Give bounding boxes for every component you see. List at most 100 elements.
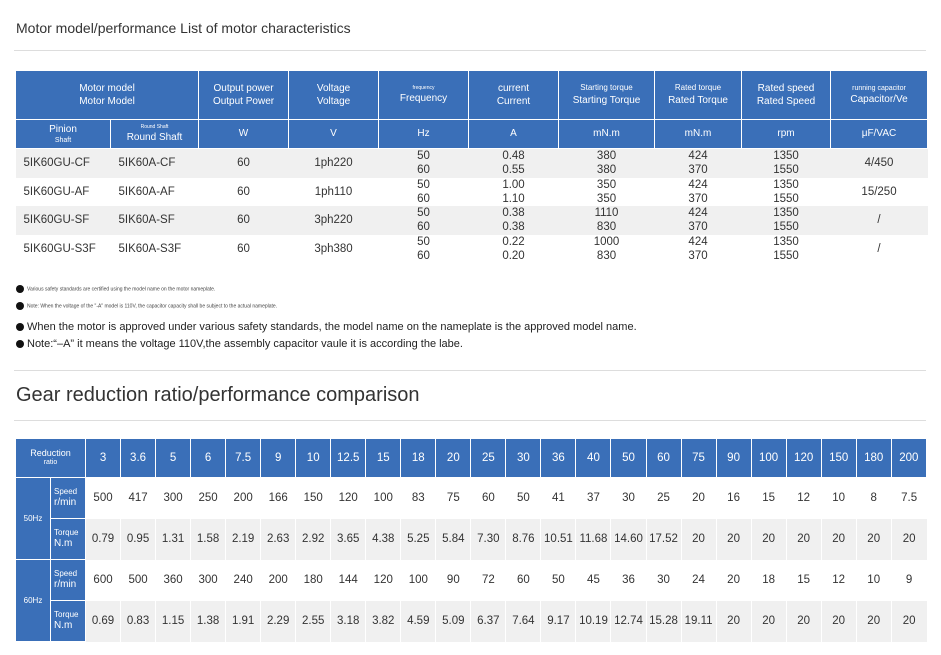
- header-starting-torque: Starting torque Starting Torque: [558, 70, 656, 120]
- torque-value: 2.63: [260, 518, 296, 560]
- torque-value: 0.79: [84, 518, 121, 560]
- unit-frequency: Hz: [378, 119, 470, 149]
- header-motor-model: Motor model Motor Model: [14, 70, 200, 120]
- ratio-header: 20: [435, 438, 472, 478]
- speed-unit: r/min: [54, 578, 77, 590]
- frequency-value: 60: [417, 221, 430, 234]
- speed-value: 41: [540, 477, 576, 519]
- speed-value: 200: [260, 559, 296, 601]
- table-row: Torque N.m 0.69 0.83 1.15 1.38 1.91 2.29 2.55 3.1…: [16, 600, 927, 642]
- speed-label: Speed r/min: [50, 559, 86, 601]
- header-round-shaft: Round Shaft Round Shaft: [109, 119, 200, 149]
- unit-voltage: V: [288, 119, 380, 149]
- frequency-cell: 50 60: [378, 148, 469, 178]
- section-title-gear: Gear reduction ratio/performance compari…: [16, 384, 420, 406]
- header-voltage: Voltage Voltage: [288, 70, 380, 120]
- ratio-header: 25: [470, 438, 507, 478]
- rated-speed-cell: 1350 1550: [741, 148, 831, 178]
- torque-value: 14.60: [610, 518, 646, 560]
- speed-value: 45: [575, 559, 611, 601]
- rated-speed-value: 1550: [773, 164, 799, 177]
- starting-torque-cell: 350 350: [558, 177, 655, 206]
- ratio-header: 9: [260, 438, 297, 478]
- frequency-value: 60: [417, 249, 430, 262]
- starting-torque-value: 380: [596, 164, 617, 177]
- bullet-icon: [16, 302, 24, 310]
- ratio-header: 150: [820, 438, 857, 478]
- torque-value: 2.19: [225, 518, 261, 560]
- header-pinion-shaft: Pinion Shaft: [15, 119, 111, 149]
- current-value: 0.22: [502, 235, 525, 248]
- rated-speed-cell: 1350 1550: [741, 206, 831, 235]
- header-rated-speed: Rated speed Rated Speed: [741, 70, 832, 120]
- frequency-cell: 50 60: [378, 234, 469, 263]
- ratio-header: 100: [750, 438, 787, 478]
- rated-torque-cell: 424 370: [654, 177, 742, 206]
- output-power-cell: 60: [198, 148, 289, 178]
- rated-torque-value: 424: [688, 207, 708, 220]
- torque-value: 20: [820, 518, 857, 560]
- torque-label: Torque N.m: [50, 600, 86, 642]
- speed-value: 15: [750, 477, 787, 519]
- speed-value: 240: [225, 559, 261, 601]
- bullet-icon: [16, 340, 24, 349]
- speed-value: 9: [890, 559, 927, 601]
- current-value: 0.38: [502, 207, 525, 220]
- capacitor-cell: 15/250: [830, 177, 928, 206]
- divider: [14, 420, 926, 421]
- ratio-header: 30: [505, 438, 542, 478]
- starting-torque-cell: 1110 830: [558, 206, 655, 235]
- header-current: current Current: [468, 70, 560, 120]
- starting-torque-cell: 380 380: [558, 148, 655, 178]
- torque-value: 1.15: [155, 600, 191, 642]
- current-value: 0.38: [502, 221, 525, 234]
- torque-value: 2.29: [260, 600, 296, 642]
- divider: [14, 370, 926, 371]
- rated-torque-value: 370: [688, 164, 708, 177]
- frequency-cell: 50 60: [378, 206, 469, 235]
- header-reduction-ratio: Reduction ratio: [15, 438, 86, 478]
- ratio-header: 18: [400, 438, 437, 478]
- torque-value: 5.09: [435, 600, 471, 642]
- torque-value: 20: [785, 600, 822, 642]
- torque-value: 1.31: [155, 518, 191, 560]
- speed-value: 25: [645, 477, 682, 519]
- speed-value: 200: [225, 477, 261, 519]
- round-model-cell: 5IK60A-S3F: [110, 234, 199, 263]
- speed-value: 18: [750, 559, 787, 601]
- torque-value: 20: [855, 600, 892, 642]
- footnote-safety: Various safety standards are certified u…: [16, 285, 215, 293]
- speed-value: 20: [680, 477, 717, 519]
- current-cell: 0.48 0.55: [468, 148, 559, 178]
- note-safety: When the motor is approved under various…: [16, 321, 637, 333]
- torque-value: 3.18: [330, 600, 366, 642]
- table-row: 50Hz Speed r/min 500 417 300 250 200 166 150 120 10…: [15, 477, 927, 560]
- table-row: 5IK60GU-S3F 5IK60A-S3F 60 3ph380 50 60 0.22 0.2…: [15, 234, 928, 263]
- rated-speed-value: 1550: [773, 192, 799, 205]
- torque-value: 3.65: [330, 518, 366, 560]
- output-power-cell: 60: [198, 234, 289, 263]
- ratio-header: 10: [295, 438, 332, 478]
- output-power-cell: 60: [198, 206, 289, 235]
- current-value: 0.48: [502, 150, 525, 163]
- torque-value: 19.11: [680, 600, 717, 642]
- speed-value: 8: [855, 477, 892, 519]
- rated-torque-cell: 424 370: [654, 234, 742, 263]
- current-cell: 0.38 0.38: [468, 206, 559, 235]
- torque-value: 20: [855, 518, 892, 560]
- torque-value: 20: [750, 518, 787, 560]
- torque-value: 1.38: [190, 600, 226, 642]
- output-power-cell: 60: [198, 177, 289, 206]
- starting-torque-value: 1110: [594, 207, 619, 220]
- note-voltage: Note:“–A” it means the voltage 110V,the …: [16, 338, 463, 350]
- torque-value: 2.55: [295, 600, 331, 642]
- unit-speed: rpm: [741, 119, 832, 149]
- speed-value: 360: [155, 559, 191, 601]
- torque-value: 11.68: [575, 518, 611, 560]
- rated-torque-value: 424: [688, 150, 708, 163]
- speed-value: 150: [295, 477, 331, 519]
- torque-value: 20: [890, 518, 927, 560]
- speed-value: 300: [155, 477, 191, 519]
- unit-power: W: [198, 119, 290, 149]
- current-value: 0.20: [502, 249, 525, 262]
